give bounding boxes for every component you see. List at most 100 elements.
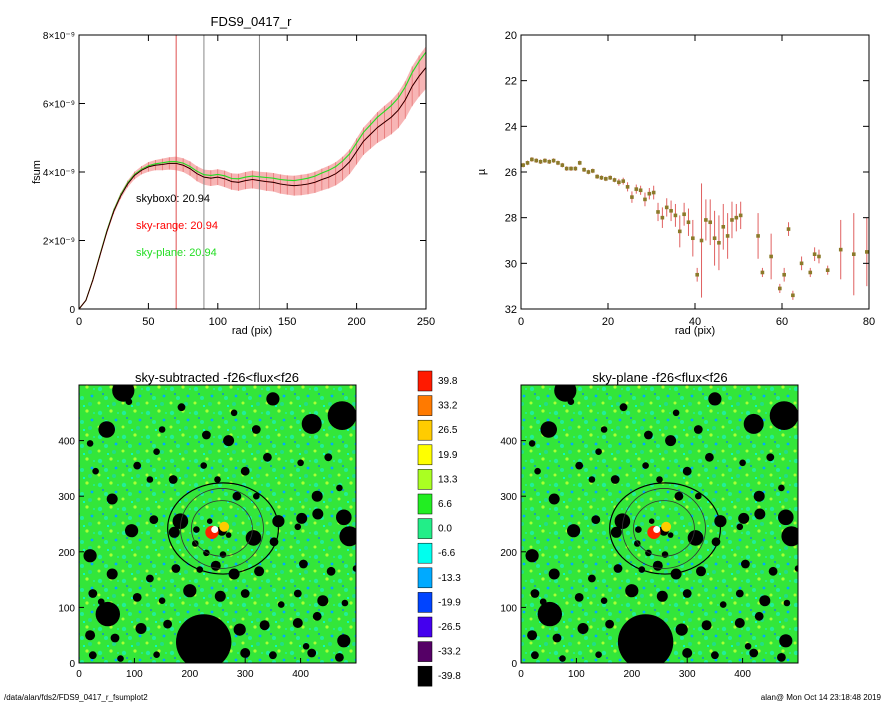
colorbar-swatch [417, 395, 433, 416]
masked-source [670, 568, 682, 580]
mu-point [725, 234, 730, 238]
y-tick-label: 30 [505, 258, 517, 270]
x-tick-label: 250 [417, 316, 435, 328]
masked-source [183, 652, 191, 661]
mu-point [569, 166, 573, 171]
masked-source [781, 526, 798, 547]
masked-source [125, 524, 139, 538]
mu-point [791, 293, 795, 298]
masked-source [106, 493, 118, 505]
mu-point [630, 195, 634, 199]
y-tick-label: 100 [58, 603, 75, 614]
annotation-sky-range: sky-range: 20.94 [136, 220, 218, 232]
colorbar-label: -26.5 [438, 622, 461, 633]
mu-point [604, 177, 608, 181]
y-tick-label: 100 [500, 603, 517, 614]
masked-source [254, 566, 265, 577]
mu-point [530, 157, 534, 162]
masked-source [324, 453, 333, 462]
mu-point [760, 270, 765, 275]
mu-x-label: rad (pix) [675, 325, 715, 337]
masked-source [595, 448, 602, 456]
masked-source [312, 508, 324, 520]
x-tick-label: 200 [623, 669, 640, 680]
masked-source [705, 452, 714, 462]
masked-source [656, 476, 663, 483]
mu-point [564, 166, 569, 171]
masked-source [294, 523, 302, 531]
mu-point [547, 159, 552, 164]
colorbar-swatch [417, 616, 433, 638]
aperture-ellipse [633, 500, 695, 557]
masked-source [675, 623, 688, 636]
image-frame [520, 384, 799, 664]
colorbar-swatch [417, 542, 433, 564]
masked-source [610, 475, 620, 484]
masked-source [158, 597, 166, 604]
masked-source [534, 467, 541, 475]
annotation-skybox0: skybox0: 20.94 [136, 193, 210, 205]
y-tick-label: 0 [511, 659, 517, 670]
mu-point [756, 234, 760, 238]
y-tick-label: 26 [505, 167, 517, 179]
masked-source [635, 526, 642, 533]
masked-source [682, 648, 693, 658]
masked-source [552, 633, 562, 643]
masked-source [336, 484, 343, 492]
x-tick-label: 100 [209, 316, 227, 328]
masked-source [245, 530, 262, 546]
masked-source [168, 475, 178, 484]
masked-source [259, 620, 270, 631]
colorbar-label: 26.5 [438, 425, 458, 436]
mu-point [608, 175, 612, 180]
y-tick-label: 28 [505, 213, 517, 225]
x-tick-label: 100 [126, 669, 143, 680]
profile-x-label: rad (pix) [232, 325, 272, 337]
x-tick-label: 80 [863, 316, 875, 328]
x-tick-label: 40 [689, 316, 701, 328]
masked-source [674, 491, 684, 501]
masked-source [794, 565, 798, 572]
y-tick-label: 22 [505, 76, 517, 88]
mu-point [599, 175, 604, 180]
x-tick-label: 0 [76, 669, 82, 680]
mu-point [612, 178, 617, 182]
masked-source [525, 549, 539, 563]
masked-source [548, 493, 560, 505]
y-tick-label: 300 [500, 492, 517, 503]
colorbar-swatch [417, 493, 433, 515]
mu-point [851, 252, 856, 256]
y-tick-label: 200 [500, 548, 517, 559]
masked-source [682, 466, 692, 476]
mu-point [769, 254, 773, 259]
mu-point [664, 205, 669, 210]
masked-source [600, 426, 608, 433]
masked-source [735, 589, 744, 598]
masked-source [778, 484, 785, 492]
masked-source [701, 620, 712, 631]
x-tick-label: 60 [776, 316, 788, 328]
profile-plot: FDS9_0417_r 0 50 100 150 200 250 0 2×10⁻⁹ 4×10⁻… [31, 14, 435, 337]
y-tick-label: 6×10⁻⁹ [43, 100, 75, 111]
mu-point [573, 166, 578, 171]
masked-source [336, 509, 352, 526]
masked-sources [83, 385, 356, 663]
mu-point [643, 197, 647, 202]
image-y-axis: 0 100 200 300 400 [58, 437, 84, 670]
masked-source [277, 601, 285, 608]
masked-source [172, 513, 189, 529]
masked-source [739, 459, 746, 467]
mu-point [817, 254, 821, 259]
mu-point [682, 212, 686, 217]
mu-point [586, 170, 591, 174]
mu-point [638, 188, 643, 193]
x-tick-label: 0 [518, 316, 524, 328]
masked-source [95, 601, 121, 627]
masked-source [146, 476, 154, 483]
masked-source [527, 630, 538, 641]
masked-source [269, 537, 279, 547]
masked-source [240, 589, 250, 598]
mu-frame [520, 34, 870, 310]
masked-source [600, 597, 608, 604]
mu-point [534, 158, 539, 163]
